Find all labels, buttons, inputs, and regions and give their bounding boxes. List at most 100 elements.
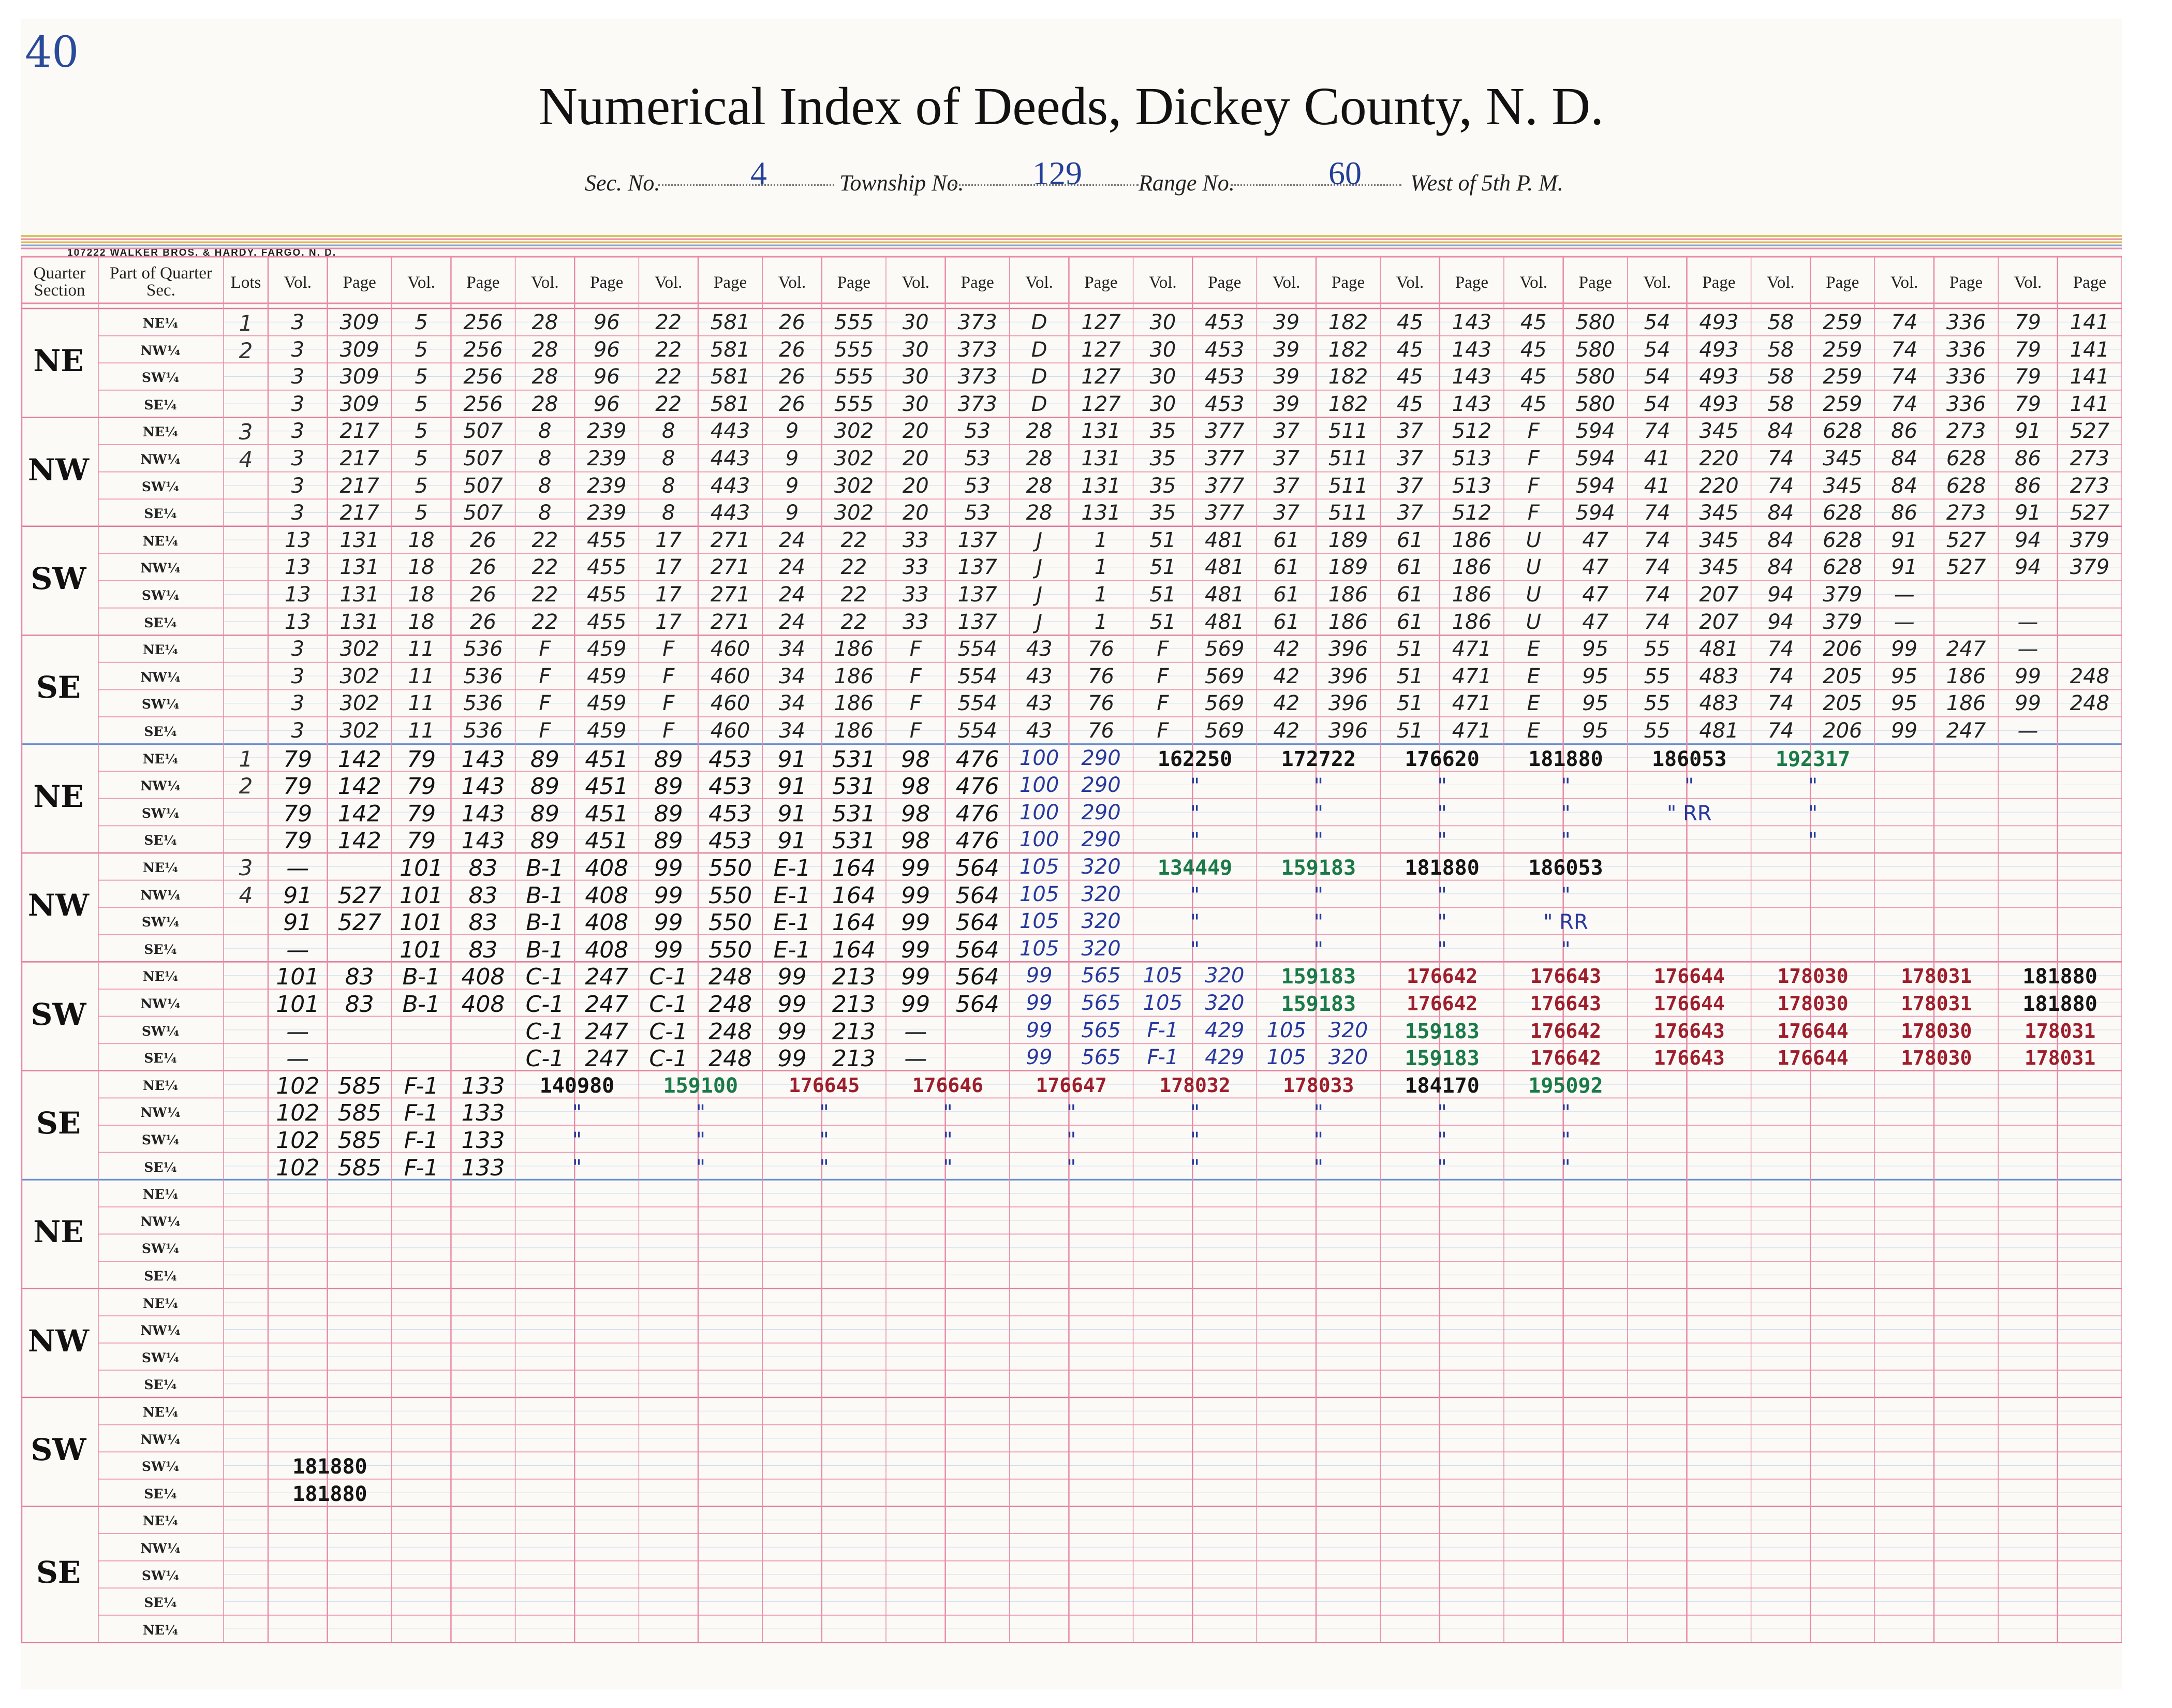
- page-value: 554: [957, 691, 997, 716]
- vol-value: 3: [291, 664, 305, 688]
- quarter-section-label: SE: [36, 1554, 81, 1590]
- vol-value: E: [1527, 664, 1540, 688]
- vol-value: 51: [1149, 528, 1176, 552]
- recording-number: 186053: [1651, 747, 1727, 771]
- vol-value: F: [1157, 691, 1169, 716]
- page-value: 459: [587, 637, 627, 661]
- recording-number: ": [1808, 801, 1818, 826]
- part-of-quarter-label: NW¼: [140, 1432, 181, 1447]
- vol-value: —: [1894, 610, 1915, 634]
- vol-value: —: [1894, 583, 1915, 607]
- vol-value: 51: [1397, 637, 1423, 661]
- page-value: 476: [955, 800, 999, 827]
- part-of-quarter-label: SE¼: [144, 1377, 177, 1393]
- page-value: 22: [840, 610, 867, 634]
- recording-number: ": [1561, 801, 1571, 826]
- page-value: 1: [1094, 528, 1108, 552]
- page-value: 455: [587, 555, 627, 580]
- part-of-quarter-label: NE¼: [143, 424, 178, 440]
- vol-value: U: [1526, 610, 1541, 634]
- vol-value: 43: [1026, 691, 1053, 716]
- header-vol: Vol.: [531, 273, 559, 292]
- page-value: 550: [708, 855, 752, 881]
- page-value: 373: [957, 311, 997, 334]
- page-value: 247: [585, 1018, 629, 1045]
- page-value: 302: [834, 447, 874, 470]
- quarter-section-label: SE: [36, 670, 81, 705]
- page-value: 429: [1205, 1046, 1245, 1070]
- page-value: 554: [957, 664, 997, 688]
- township-value: 129: [1032, 155, 1082, 192]
- part-of-quarter-label: NW¼: [140, 1214, 181, 1229]
- vol-value: F: [1157, 664, 1169, 688]
- vol-value: 5: [415, 419, 428, 444]
- part-of-quarter-label: NW¼: [140, 452, 181, 467]
- vol-value: 79: [283, 828, 313, 855]
- page-value: 569: [1205, 719, 1245, 743]
- page-value: 53: [964, 419, 991, 444]
- recording-number: 181880: [1405, 856, 1480, 880]
- part-of-quarter-label: NE¼: [143, 1078, 178, 1093]
- vol-value: 99: [901, 964, 930, 991]
- recording-number: 176643: [1530, 992, 1602, 1015]
- page-value: 182: [1328, 311, 1368, 334]
- page-value: 186: [834, 691, 874, 716]
- page-value: 302: [339, 664, 379, 688]
- vol-value: 79: [407, 746, 436, 773]
- page-value: 137: [957, 610, 997, 634]
- header-vol: Vol.: [2014, 273, 2042, 292]
- page-value: 554: [957, 719, 997, 743]
- vol-value: 24: [779, 528, 805, 552]
- recording-number: ": [1437, 1155, 1447, 1180]
- recording-number: 178030: [1777, 992, 1849, 1015]
- recording-number: 178033: [1283, 1073, 1354, 1097]
- page-value: 239: [587, 447, 627, 470]
- vol-value: 74: [1644, 419, 1671, 444]
- page-value: 302: [339, 719, 379, 743]
- vol-value: 95: [1891, 691, 1918, 716]
- recording-number: ": [1437, 829, 1447, 853]
- part-of-quarter-label: NW¼: [140, 1323, 181, 1338]
- page-value: 309: [339, 365, 379, 389]
- page-value: 186: [1452, 583, 1492, 607]
- vol-value: 22: [655, 337, 682, 362]
- page-value: 239: [587, 419, 627, 444]
- page-value: 213: [832, 1018, 876, 1045]
- page-value: 451: [585, 746, 629, 773]
- part-of-quarter-label: SW¼: [141, 370, 180, 386]
- page-value: 83: [468, 936, 498, 963]
- vol-value: 84: [1891, 447, 1918, 470]
- vol-value: 101: [400, 855, 444, 881]
- vol-value: 74: [1644, 583, 1671, 607]
- page-value: 205: [1823, 664, 1863, 688]
- recording-number: ": [1313, 1155, 1323, 1180]
- vol-value: 34: [779, 637, 805, 661]
- recording-number: ": [1190, 1128, 1200, 1152]
- recording-number: ": [1066, 1128, 1076, 1152]
- page-value: 511: [1328, 447, 1368, 470]
- page-value: 213: [832, 1046, 876, 1072]
- page-value: 217: [339, 474, 379, 498]
- part-of-quarter-label: SE¼: [144, 941, 177, 957]
- page-value: 220: [1699, 474, 1739, 498]
- vol-value: 99: [901, 991, 930, 1018]
- quarter-section-label: SW: [31, 996, 86, 1032]
- recording-number: 181880: [292, 1482, 367, 1506]
- page-value: 507: [463, 501, 503, 525]
- recording-number: 159183: [1281, 856, 1356, 880]
- page-value: 459: [587, 664, 627, 688]
- page-value: 302: [834, 419, 874, 444]
- vol-value: 58: [1767, 392, 1794, 416]
- page-value: 565: [1081, 1018, 1121, 1042]
- vol-value: 101: [276, 964, 320, 991]
- recording-number: ": [819, 1101, 829, 1125]
- header-page: Page: [1826, 273, 1859, 292]
- page-value: 320: [1081, 855, 1121, 879]
- vol-value: F-1: [404, 1154, 439, 1181]
- page-value: 507: [463, 447, 503, 470]
- page-value: 555: [834, 392, 874, 416]
- part-of-quarter-label: SW¼: [141, 1241, 180, 1257]
- vol-value: 89: [530, 800, 559, 827]
- page-value: 47: [1582, 528, 1609, 552]
- page-value: 481: [1699, 719, 1739, 743]
